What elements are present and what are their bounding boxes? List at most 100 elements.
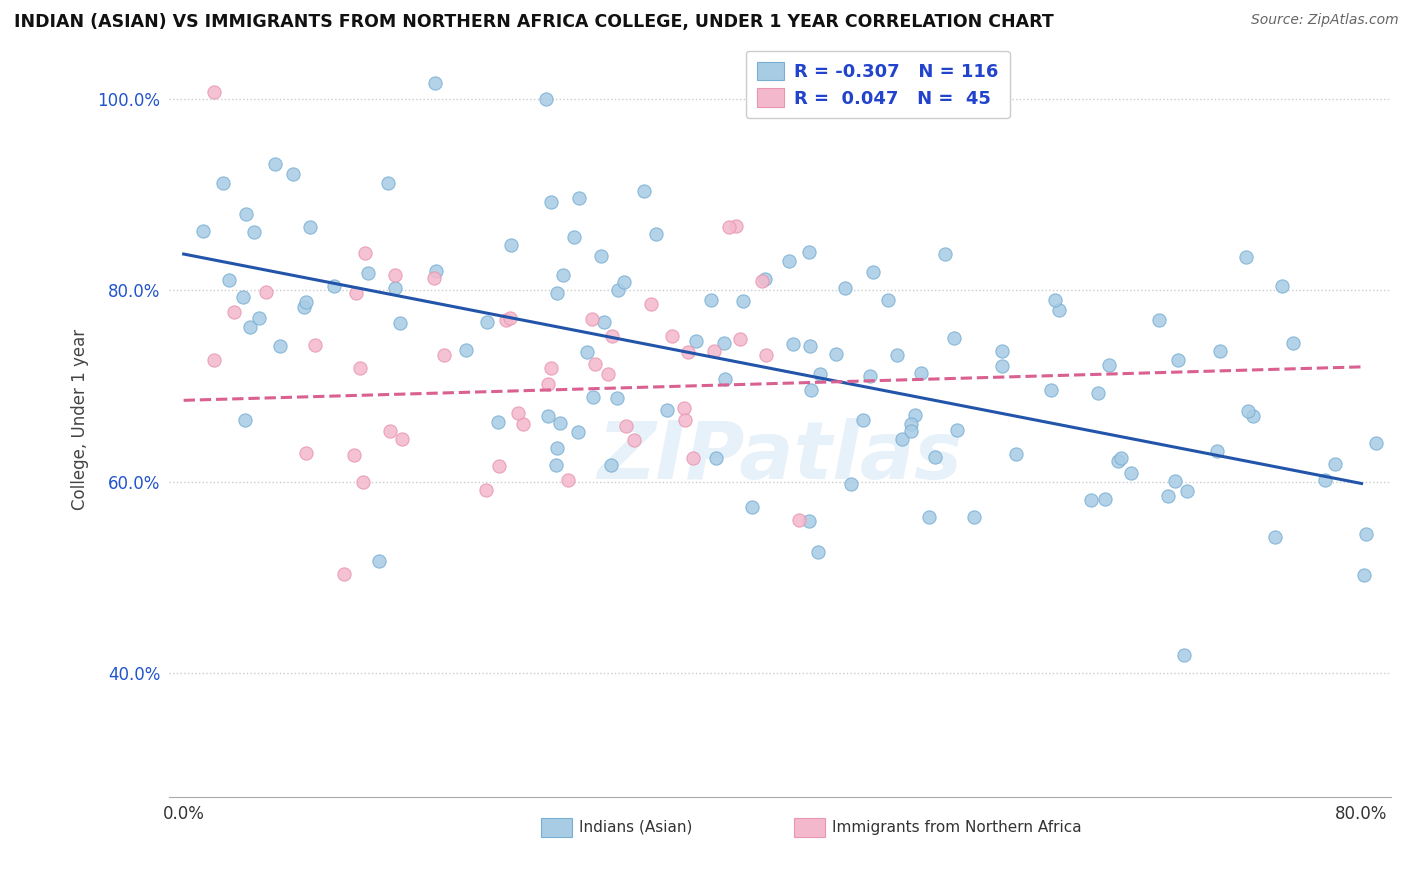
Point [963,510,986,524]
Point [682,451,704,466]
Point [704,451,727,466]
Point [298,220,321,235]
Point [876,293,898,307]
Point [862,265,884,279]
Text: Indians (Asian): Indians (Asian) [579,820,692,835]
Point [567,425,589,439]
Point [645,227,668,241]
Point [673,401,696,416]
Point [1241,409,1264,423]
Point [685,334,707,349]
Point [1175,484,1198,499]
Point [1119,466,1142,480]
Text: Immigrants from Northern Africa: Immigrants from Northern Africa [832,820,1081,835]
Point [323,278,346,293]
Point [859,369,882,384]
Point [304,338,326,352]
Point [1234,250,1257,264]
Point [224,305,246,319]
Point [1094,491,1116,506]
Point [1205,443,1227,458]
Point [551,268,574,282]
Point [254,285,277,299]
Point [1313,473,1336,487]
Point [269,338,291,352]
Point [799,244,821,259]
Point [389,316,412,330]
Point [946,423,969,437]
Point [575,345,598,359]
Point [422,270,444,285]
Point [592,315,614,329]
Point [731,293,754,308]
Point [799,339,821,353]
Point [918,510,941,524]
Point [475,483,498,498]
Point [239,319,262,334]
Point [1324,457,1347,471]
Point [546,442,568,456]
Point [1109,451,1132,466]
Point [377,177,399,191]
Point [841,477,863,491]
Point [633,184,655,198]
Point [433,349,456,363]
Point [1039,383,1062,397]
Point [717,219,740,234]
Point [1156,489,1178,503]
Point [1354,527,1376,541]
Point [495,313,517,327]
Point [506,406,529,420]
Point [755,347,778,361]
Point [264,157,287,171]
Point [1004,447,1026,461]
Point [486,415,509,429]
Point [1147,313,1170,327]
Point [333,567,356,582]
Point [891,432,914,446]
Point [699,293,721,307]
Point [378,424,401,438]
Point [900,417,922,431]
Point [1236,404,1258,418]
Point [191,224,214,238]
Point [349,360,371,375]
Point [247,310,270,325]
Point [343,448,366,462]
Point [789,513,811,527]
Point [623,434,645,448]
Point [713,335,735,350]
Point [384,281,406,295]
Text: INDIAN (ASIAN) VS IMMIGRANTS FROM NORTHERN AFRICA COLLEGE, UNDER 1 YEAR CORRELAT: INDIAN (ASIAN) VS IMMIGRANTS FROM NORTHE… [14,13,1054,31]
Point [591,249,613,263]
Point [475,315,498,329]
Point [352,475,374,489]
Point [1164,474,1187,488]
Point [991,343,1014,358]
Point [204,85,226,99]
Point [218,273,240,287]
Point [425,264,447,278]
Point [1107,454,1129,468]
Point [730,332,752,346]
Point [886,348,908,362]
Point [512,417,534,431]
Point [1047,303,1070,318]
Point [1167,353,1189,368]
Point [536,409,558,423]
Point [283,167,305,181]
Point [295,295,318,310]
Point [1365,435,1388,450]
Point [562,229,585,244]
Point [568,191,591,205]
Point [212,176,235,190]
Point [292,300,315,314]
Point [924,450,946,464]
Point [1271,278,1294,293]
Point [751,274,773,288]
Text: ZIPatlas: ZIPatlas [598,418,963,496]
Point [702,343,724,358]
Point [294,446,316,460]
Point [990,359,1012,373]
Point [852,413,875,427]
